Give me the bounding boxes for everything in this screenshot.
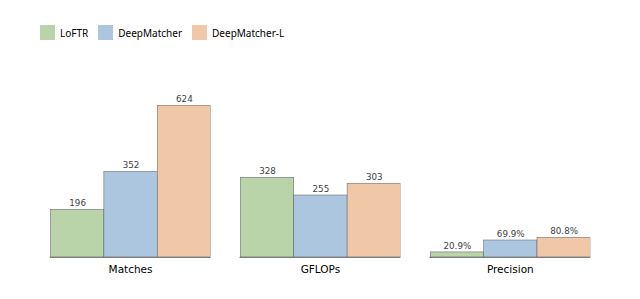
svg-text:352: 352 (123, 160, 140, 170)
svg-text:69.9%: 69.9% (497, 229, 525, 239)
svg-text:196: 196 (69, 198, 86, 208)
svg-text:20.9%: 20.9% (443, 241, 471, 251)
html-text:LoFTR: LoFTR (60, 25, 89, 40)
html-text:DeepMatcher: DeepMatcher (118, 25, 182, 40)
svg-text:624: 624 (176, 94, 193, 104)
svg-text:GFLOPs: GFLOPs (301, 263, 341, 275)
svg-text:80.8%: 80.8% (550, 226, 578, 236)
html-text:DeepMatcher-L: DeepMatcher-L (212, 25, 285, 40)
svg-text:328: 328 (259, 166, 276, 176)
svg-text:Matches: Matches (109, 263, 153, 275)
svg-text:303: 303 (366, 172, 383, 182)
svg-text:255: 255 (313, 184, 330, 194)
svg-text:Precision: Precision (487, 263, 534, 275)
